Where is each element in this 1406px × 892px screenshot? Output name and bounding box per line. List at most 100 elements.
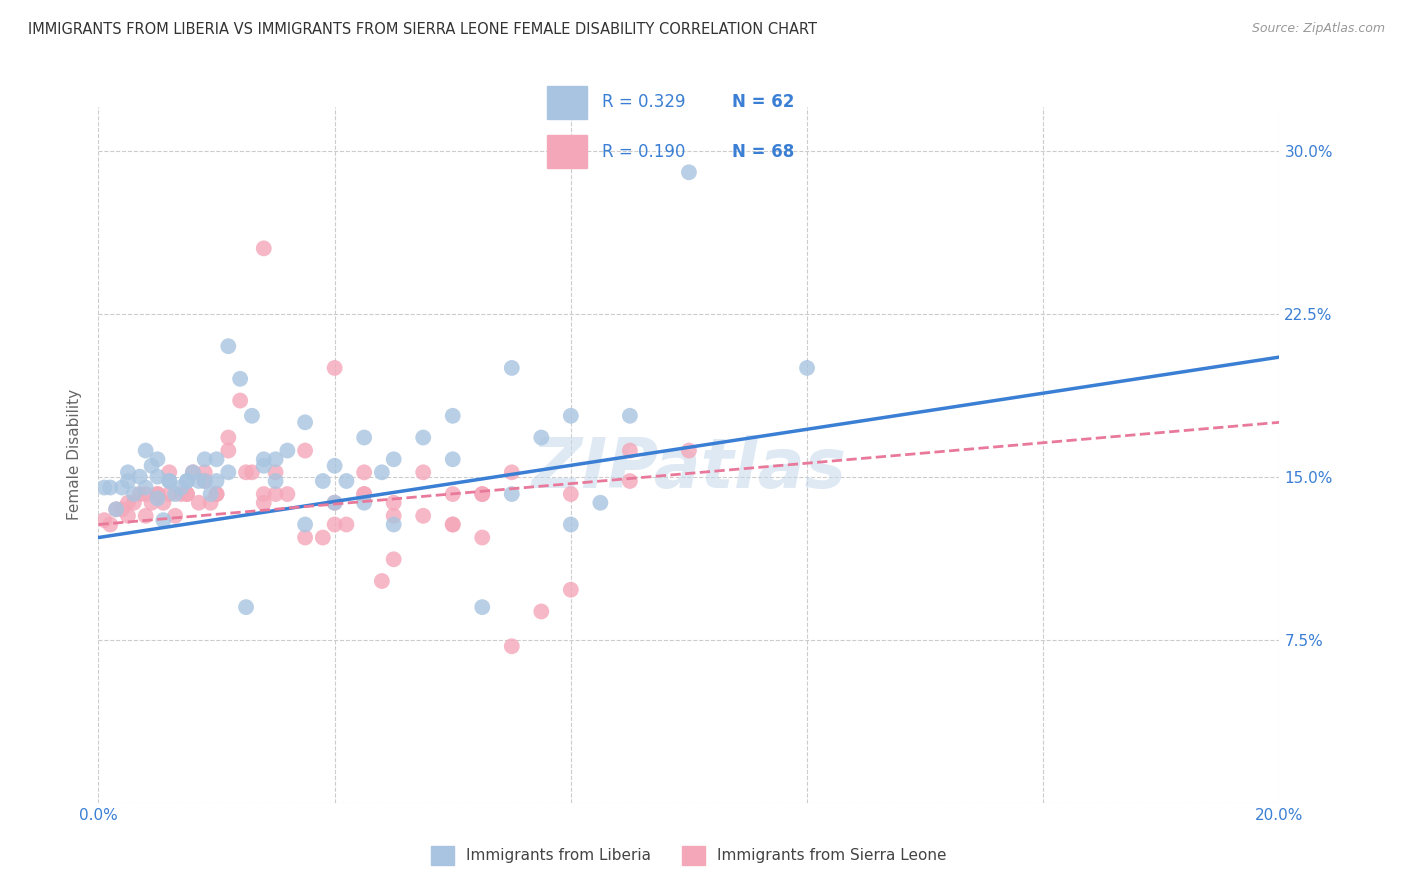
- Point: [589, 496, 612, 510]
- Point: [135, 487, 157, 501]
- Point: [105, 502, 128, 516]
- Point: [165, 487, 187, 501]
- Point: [335, 517, 357, 532]
- Point: [217, 443, 239, 458]
- Point: [382, 508, 405, 523]
- Point: [152, 496, 174, 510]
- Point: [194, 474, 217, 488]
- Point: [619, 409, 641, 423]
- Legend: Immigrants from Liberia, Immigrants from Sierra Leone: Immigrants from Liberia, Immigrants from…: [432, 847, 946, 864]
- Point: [117, 508, 139, 523]
- Point: [353, 487, 375, 501]
- Point: [122, 487, 145, 501]
- Point: [135, 481, 157, 495]
- Point: [294, 443, 316, 458]
- Point: [128, 469, 150, 483]
- Point: [111, 481, 134, 495]
- Point: [412, 466, 434, 480]
- Point: [501, 639, 523, 653]
- Point: [253, 487, 276, 501]
- Point: [217, 339, 239, 353]
- Point: [382, 517, 405, 532]
- Point: [235, 466, 257, 480]
- Point: [471, 487, 494, 501]
- Point: [205, 487, 228, 501]
- Point: [371, 466, 394, 480]
- Point: [117, 496, 139, 510]
- Point: [240, 409, 263, 423]
- Point: [128, 487, 150, 501]
- Point: [217, 431, 239, 445]
- Point: [678, 443, 700, 458]
- Point: [530, 605, 553, 619]
- Point: [205, 452, 228, 467]
- Point: [441, 409, 464, 423]
- Point: [471, 487, 494, 501]
- Point: [560, 582, 582, 597]
- Y-axis label: Female Disability: Female Disability: [67, 389, 83, 521]
- Point: [294, 517, 316, 532]
- Text: ZIPatlas: ZIPatlas: [531, 435, 846, 502]
- Point: [335, 474, 357, 488]
- Bar: [547, 87, 586, 119]
- Point: [412, 431, 434, 445]
- Point: [412, 508, 434, 523]
- Point: [530, 431, 553, 445]
- Point: [152, 513, 174, 527]
- Point: [353, 431, 375, 445]
- Point: [93, 481, 115, 495]
- Point: [146, 487, 169, 501]
- Point: [176, 474, 198, 488]
- Text: N = 62: N = 62: [733, 94, 794, 112]
- Point: [323, 458, 346, 473]
- Point: [217, 466, 239, 480]
- Point: [560, 487, 582, 501]
- Point: [165, 508, 187, 523]
- Text: R = 0.190: R = 0.190: [602, 143, 686, 161]
- Point: [117, 474, 139, 488]
- Point: [276, 443, 298, 458]
- Point: [93, 513, 115, 527]
- Point: [146, 491, 169, 506]
- Point: [312, 474, 335, 488]
- Point: [240, 466, 263, 480]
- Point: [264, 487, 287, 501]
- Point: [371, 574, 394, 588]
- Point: [135, 508, 157, 523]
- Point: [235, 600, 257, 615]
- Point: [98, 517, 121, 532]
- Point: [560, 517, 582, 532]
- Point: [441, 517, 464, 532]
- Point: [200, 496, 222, 510]
- Point: [157, 466, 180, 480]
- Point: [181, 466, 204, 480]
- Point: [200, 487, 222, 501]
- Point: [560, 409, 582, 423]
- Point: [117, 466, 139, 480]
- Point: [229, 393, 252, 408]
- Point: [176, 487, 198, 501]
- Point: [264, 452, 287, 467]
- Point: [294, 531, 316, 545]
- Point: [253, 241, 276, 255]
- Point: [229, 372, 252, 386]
- Point: [157, 474, 180, 488]
- Point: [796, 360, 818, 375]
- Point: [98, 481, 121, 495]
- Point: [170, 487, 193, 501]
- Point: [187, 496, 209, 510]
- Point: [276, 487, 298, 501]
- Point: [501, 360, 523, 375]
- Point: [471, 531, 494, 545]
- Point: [170, 481, 193, 495]
- Point: [181, 466, 204, 480]
- Point: [441, 487, 464, 501]
- Bar: [547, 136, 586, 168]
- Point: [122, 496, 145, 510]
- Point: [312, 531, 335, 545]
- Point: [441, 517, 464, 532]
- Point: [678, 165, 700, 179]
- Point: [264, 466, 287, 480]
- Point: [157, 474, 180, 488]
- Point: [501, 466, 523, 480]
